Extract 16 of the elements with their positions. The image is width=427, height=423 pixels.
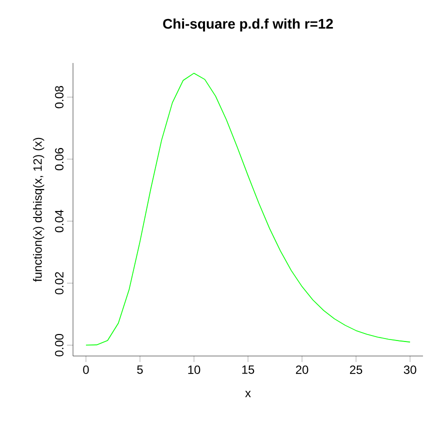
x-tick-label: 15 [242, 366, 254, 374]
x-tick-label: 10 [188, 366, 200, 374]
x-tick-label: 0 [83, 366, 89, 374]
y-tick-label: 0.04 [55, 210, 64, 232]
y-tick-label: 0.02 [55, 272, 64, 294]
x-tick-label: 25 [350, 366, 362, 374]
y-axis-title: function(x) dchisq(x, 12) (x) [33, 138, 44, 282]
x-tick-label: 30 [404, 366, 416, 374]
chart-title: Chi-square p.d.f with r=12 [163, 18, 333, 32]
x-axis-title: x [245, 390, 251, 398]
line-series [86, 72, 410, 346]
y-tick-label: 0.08 [55, 86, 64, 108]
x-tick-label: 20 [296, 366, 308, 374]
y-tick-label: 0.06 [55, 148, 64, 170]
x-tick-label: 5 [137, 366, 143, 374]
y-tick-label: 0.00 [55, 334, 64, 356]
